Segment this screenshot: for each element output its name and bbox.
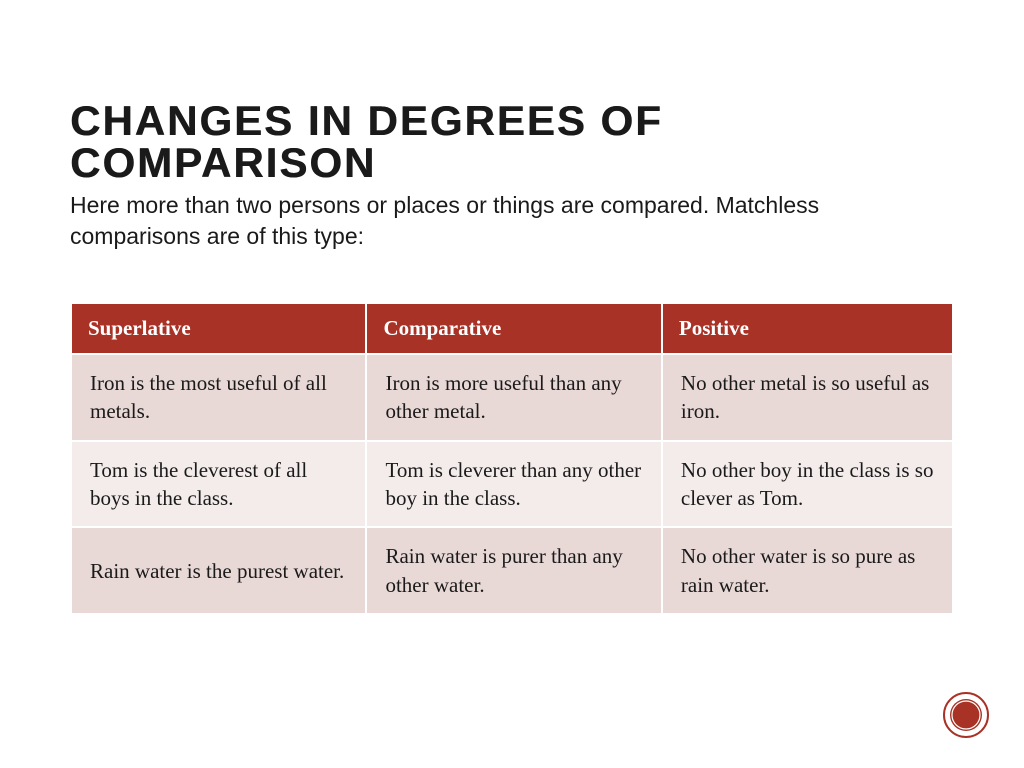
bullseye-icon	[943, 692, 989, 738]
table-cell: No other boy in the class is so clever a…	[663, 442, 952, 527]
column-header-comparative: Comparative	[367, 304, 660, 353]
table-row: Rain water is the purest water. Rain wat…	[72, 528, 952, 613]
table-row: Tom is the cleverest of all boys in the …	[72, 442, 952, 527]
slide-title: CHANGES IN DEGREES OF COMPARISON	[70, 100, 954, 184]
slide-container: CHANGES IN DEGREES OF COMPARISON Here mo…	[0, 0, 1024, 615]
comparison-table: Superlative Comparative Positive Iron is…	[70, 302, 954, 615]
table-cell: Iron is more useful than any other metal…	[367, 355, 660, 440]
slide-subtitle: Here more than two persons or places or …	[70, 190, 954, 252]
table-cell: Tom is cleverer than any other boy in th…	[367, 442, 660, 527]
table-cell: Tom is the cleverest of all boys in the …	[72, 442, 365, 527]
table-cell: No other water is so pure as rain water.	[663, 528, 952, 613]
table-cell: Rain water is the purest water.	[72, 528, 365, 613]
table-row: Iron is the most useful of all metals. I…	[72, 355, 952, 440]
table-cell: Iron is the most useful of all metals.	[72, 355, 365, 440]
column-header-superlative: Superlative	[72, 304, 365, 353]
table-header-row: Superlative Comparative Positive	[72, 304, 952, 353]
column-header-positive: Positive	[663, 304, 952, 353]
table-cell: Rain water is purer than any other water…	[367, 528, 660, 613]
table-cell: No other metal is so useful as iron.	[663, 355, 952, 440]
